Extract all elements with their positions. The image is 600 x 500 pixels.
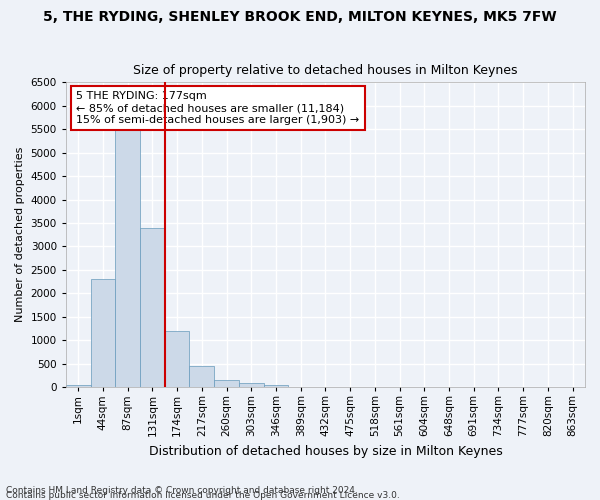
Text: Contains HM Land Registry data © Crown copyright and database right 2024.: Contains HM Land Registry data © Crown c… (6, 486, 358, 495)
Title: Size of property relative to detached houses in Milton Keynes: Size of property relative to detached ho… (133, 64, 518, 77)
Bar (165, 331, 190, 387)
Bar (190, 366, 214, 387)
Text: 5 THE RYDING: 177sqm
← 85% of detached houses are smaller (11,184)
15% of semi-d: 5 THE RYDING: 177sqm ← 85% of detached h… (76, 92, 359, 124)
Text: 5, THE RYDING, SHENLEY BROOK END, MILTON KEYNES, MK5 7FW: 5, THE RYDING, SHENLEY BROOK END, MILTON… (43, 10, 557, 24)
Bar (91, 280, 115, 387)
Bar (66, 385, 91, 387)
Bar (239, 384, 263, 387)
Bar (140, 228, 165, 387)
Y-axis label: Number of detached properties: Number of detached properties (15, 147, 25, 322)
Text: Contains public sector information licensed under the Open Government Licence v3: Contains public sector information licen… (6, 490, 400, 500)
Bar (214, 380, 239, 387)
X-axis label: Distribution of detached houses by size in Milton Keynes: Distribution of detached houses by size … (149, 444, 502, 458)
Bar (115, 129, 140, 387)
Bar (263, 385, 289, 387)
